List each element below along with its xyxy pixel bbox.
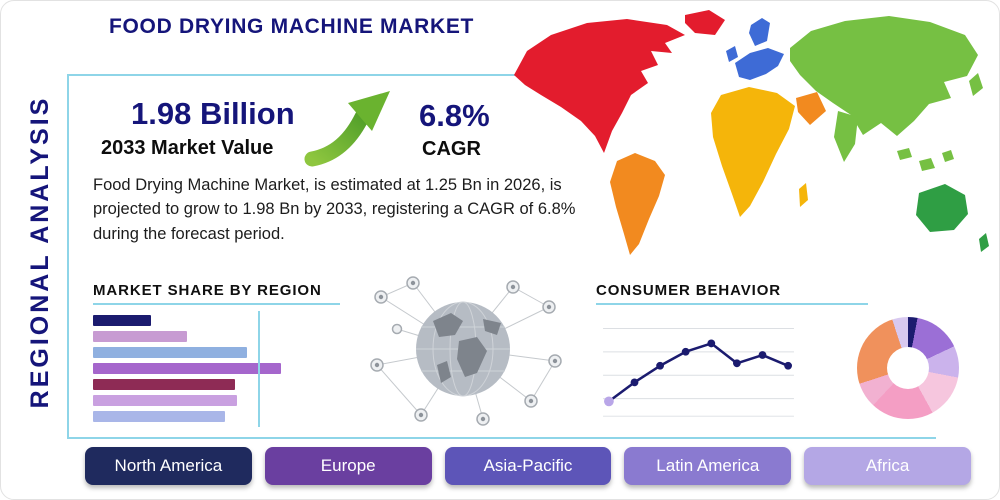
map-region-se-asia-3: [942, 150, 954, 162]
market-value-label: 2033 Market Value: [101, 137, 274, 159]
map-region-north-america: [514, 19, 685, 153]
line-marker-4: [707, 339, 716, 348]
region-buttons: North America Europe Asia-Pacific Latin Ame…: [85, 447, 971, 485]
line-marker-1: [630, 378, 639, 387]
map-region-india: [834, 111, 858, 162]
map-region-new-zealand: [979, 233, 989, 252]
region-donut-wrap: [857, 317, 959, 419]
line-marker-0: [604, 396, 614, 407]
line-marker-3: [681, 347, 690, 356]
bar-segment-5: [93, 395, 237, 406]
market-share-title: MARKET SHARE BY REGION: [93, 282, 322, 299]
region-button-asia-pacific[interactable]: Asia-Pacific: [444, 447, 612, 485]
market-share-bar-chart: [93, 311, 293, 427]
bar-segment-4: [93, 379, 235, 390]
divider-bottom: [67, 437, 936, 439]
bar-axis-line: [258, 311, 260, 427]
world-map: [514, 10, 989, 255]
consumer-behavior-line-chart: [603, 328, 794, 417]
map-region-greenland: [685, 10, 725, 35]
consumer-behavior-underline: [596, 303, 868, 305]
map-region-uk: [726, 46, 738, 62]
map-region-japan: [969, 73, 983, 96]
cagr-label: CAGR: [422, 138, 481, 160]
map-region-europe: [735, 48, 784, 80]
line-series: [607, 342, 790, 403]
divider-left: [67, 74, 69, 439]
bar-segment-2: [93, 347, 247, 358]
side-label: REGIONAL ANALYSIS: [26, 95, 54, 409]
map-region-se-asia-2: [919, 158, 935, 171]
map-region-middle-east: [796, 92, 826, 125]
map-region-asia: [790, 16, 978, 136]
map-region-madagascar: [799, 183, 808, 207]
line-marker-6: [758, 351, 767, 359]
market-description: Food Drying Machine Market, is estimated…: [93, 176, 576, 243]
region-button-north-america[interactable]: North America: [85, 447, 252, 485]
market-value: 1.98 Billion: [131, 96, 295, 131]
map-region-south-america: [610, 153, 665, 255]
cagr-value: 6.8%: [419, 98, 490, 133]
bar-segment-1: [93, 331, 187, 342]
divider-top: [67, 74, 612, 76]
line-marker-7: [784, 361, 792, 370]
line-marker-5: [733, 359, 741, 368]
bar-segment-6: [93, 411, 225, 422]
map-region-africa: [711, 87, 795, 217]
region-button-latin-america[interactable]: Latin America: [624, 447, 792, 485]
map-region-scandinavia: [749, 18, 770, 46]
map-region-australia: [916, 184, 968, 232]
globe-network-icon: [370, 276, 562, 426]
bar-segment-0: [93, 315, 151, 326]
donut-hole: [887, 347, 929, 389]
growth-arrow-icon: [304, 91, 390, 167]
page-title: FOOD DRYING MACHINE MARKET: [109, 15, 475, 38]
line-marker-2: [656, 361, 664, 370]
bar-segment-3: [93, 363, 281, 374]
market-share-underline: [93, 303, 340, 305]
map-region-se-asia-1: [897, 148, 912, 160]
region-button-africa[interactable]: Africa: [804, 447, 971, 485]
region-button-europe[interactable]: Europe: [264, 447, 432, 485]
consumer-behavior-title: CONSUMER BEHAVIOR: [596, 282, 782, 299]
